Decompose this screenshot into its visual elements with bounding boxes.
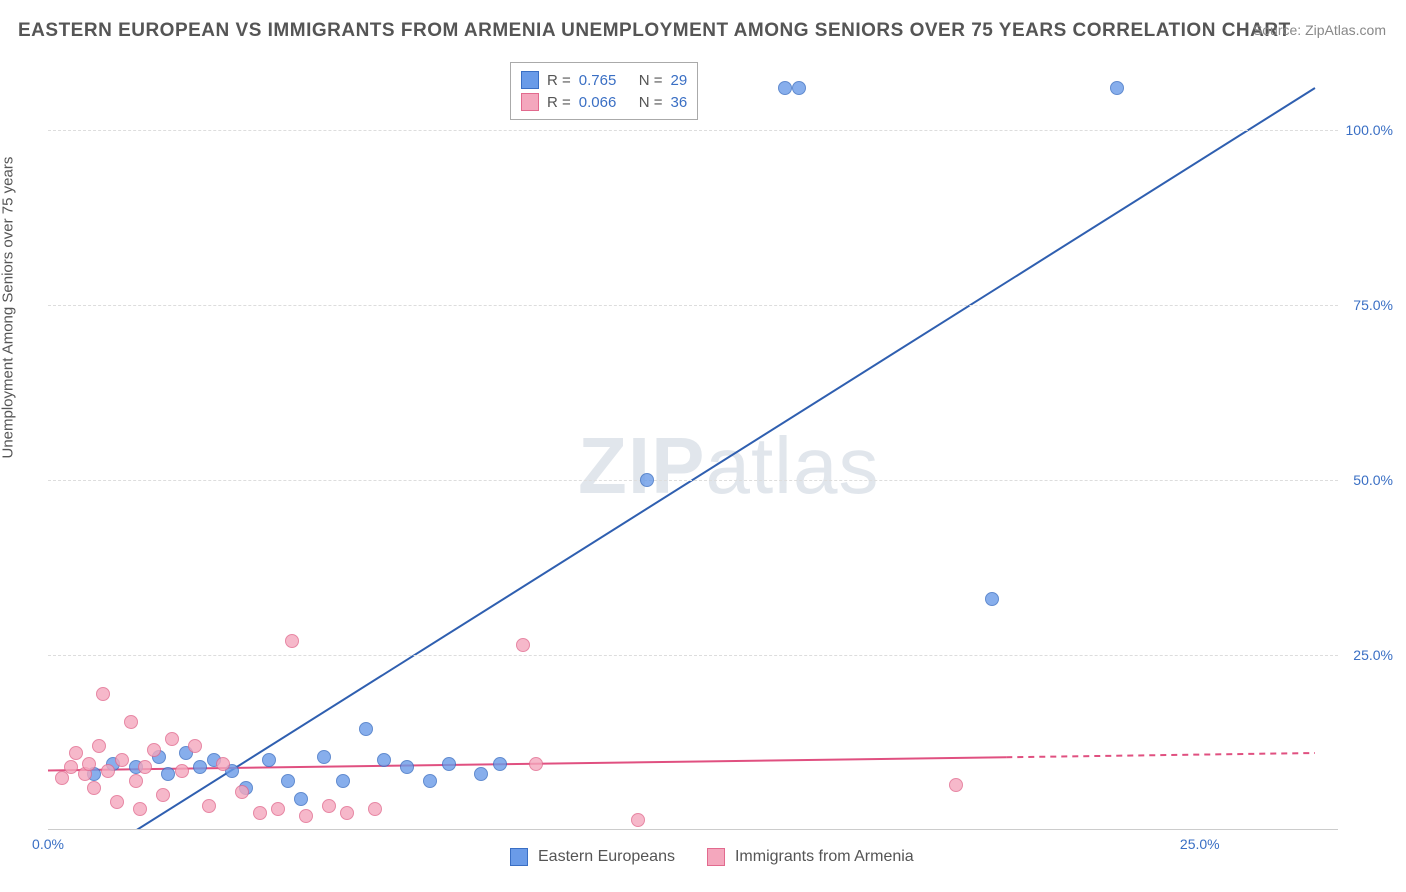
swatch-icon <box>707 848 725 866</box>
data-point-armenia <box>133 802 147 816</box>
data-point-eastern <box>193 760 207 774</box>
data-point-eastern <box>161 767 175 781</box>
data-point-armenia <box>235 785 249 799</box>
n-label: N = <box>639 72 663 89</box>
data-point-armenia <box>340 806 354 820</box>
data-point-eastern <box>336 774 350 788</box>
data-point-armenia <box>285 634 299 648</box>
data-point-armenia <box>253 806 267 820</box>
n-value: 29 <box>671 72 688 89</box>
data-point-armenia <box>96 687 110 701</box>
data-point-armenia <box>147 743 161 757</box>
grid-line <box>48 480 1338 481</box>
legend-row-armenia: R = 0.066 N = 36 <box>521 91 687 113</box>
data-point-eastern <box>423 774 437 788</box>
r-label: R = <box>547 72 571 89</box>
data-point-armenia <box>129 774 143 788</box>
data-point-armenia <box>101 764 115 778</box>
watermark-bold: ZIP <box>578 421 705 510</box>
swatch-icon <box>521 93 539 111</box>
data-point-eastern <box>400 760 414 774</box>
trend-lines <box>48 60 1338 830</box>
x-axis-line <box>48 829 1338 830</box>
data-point-armenia <box>110 795 124 809</box>
data-point-eastern <box>1110 81 1124 95</box>
n-label: N = <box>639 94 663 111</box>
n-value: 36 <box>671 94 688 111</box>
swatch-icon <box>521 71 539 89</box>
r-label: R = <box>547 94 571 111</box>
data-point-armenia <box>87 781 101 795</box>
source-label: Source: ZipAtlas.com <box>1253 22 1386 38</box>
data-point-eastern <box>262 753 276 767</box>
data-point-armenia <box>368 802 382 816</box>
data-point-eastern <box>985 592 999 606</box>
watermark-rest: atlas <box>705 421 879 510</box>
correlation-legend: R = 0.765 N = 29 R = 0.066 N = 36 <box>510 62 698 120</box>
data-point-armenia <box>516 638 530 652</box>
data-point-eastern <box>640 473 654 487</box>
data-point-eastern <box>474 767 488 781</box>
data-point-armenia <box>138 760 152 774</box>
y-tick-label: 50.0% <box>1353 472 1393 488</box>
r-value: 0.765 <box>579 72 631 89</box>
source-link[interactable]: ZipAtlas.com <box>1305 22 1386 38</box>
plot-area: ZIPatlas 25.0%50.0%75.0%100.0%0.0%25.0% <box>48 60 1338 830</box>
data-point-armenia <box>322 799 336 813</box>
data-point-armenia <box>92 739 106 753</box>
data-point-armenia <box>175 764 189 778</box>
data-point-armenia <box>124 715 138 729</box>
series-legend: Eastern Europeans Immigrants from Armenia <box>510 848 936 866</box>
data-point-eastern <box>377 753 391 767</box>
data-point-armenia <box>631 813 645 827</box>
data-point-armenia <box>165 732 179 746</box>
data-point-armenia <box>188 739 202 753</box>
legend-row-eastern: R = 0.765 N = 29 <box>521 69 687 91</box>
x-tick-label: 0.0% <box>32 836 64 852</box>
r-value: 0.066 <box>579 94 631 111</box>
data-point-armenia <box>64 760 78 774</box>
x-tick-label: 25.0% <box>1180 836 1220 852</box>
data-point-armenia <box>82 757 96 771</box>
data-point-armenia <box>299 809 313 823</box>
series-label: Immigrants from Armenia <box>735 848 914 866</box>
data-point-armenia <box>271 802 285 816</box>
data-point-eastern <box>281 774 295 788</box>
grid-line <box>48 130 1338 131</box>
y-tick-label: 100.0% <box>1346 122 1393 138</box>
data-point-armenia <box>529 757 543 771</box>
y-tick-label: 75.0% <box>1353 297 1393 313</box>
data-point-armenia <box>69 746 83 760</box>
swatch-icon <box>510 848 528 866</box>
data-point-armenia <box>156 788 170 802</box>
data-point-eastern <box>778 81 792 95</box>
watermark: ZIPatlas <box>578 420 879 512</box>
data-point-armenia <box>949 778 963 792</box>
grid-line <box>48 655 1338 656</box>
data-point-eastern <box>792 81 806 95</box>
data-point-eastern <box>294 792 308 806</box>
data-point-armenia <box>216 757 230 771</box>
data-point-armenia <box>202 799 216 813</box>
data-point-armenia <box>115 753 129 767</box>
chart-title: EASTERN EUROPEAN VS IMMIGRANTS FROM ARME… <box>18 20 1291 42</box>
y-axis-label: Unemployment Among Seniors over 75 years <box>0 157 17 459</box>
data-point-eastern <box>317 750 331 764</box>
source-prefix: Source: <box>1253 22 1305 38</box>
series-label: Eastern Europeans <box>538 848 675 866</box>
data-point-eastern <box>359 722 373 736</box>
y-tick-label: 25.0% <box>1353 647 1393 663</box>
data-point-eastern <box>493 757 507 771</box>
data-point-eastern <box>442 757 456 771</box>
grid-line <box>48 305 1338 306</box>
